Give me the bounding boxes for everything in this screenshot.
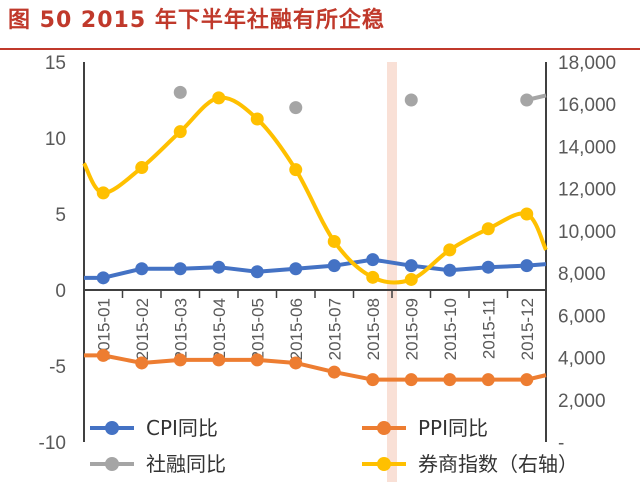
legend-item: 券商指数（右轴） (362, 452, 578, 476)
left-tick-label: 15 (45, 53, 66, 74)
right-tick-label: 8,000 (558, 264, 606, 285)
series-0-point (250, 265, 264, 279)
series-3-point (404, 272, 418, 286)
x-tick-label: 2015-09 (402, 298, 421, 360)
series-1-point (481, 373, 495, 387)
series-2-point (173, 85, 187, 99)
series-2-point (289, 101, 303, 115)
series-layer (82, 85, 548, 387)
series-0-point (289, 262, 303, 276)
right-tick-label: 14,000 (558, 137, 616, 158)
series-3-point (443, 243, 457, 257)
x-tick-label: 2015-05 (248, 298, 267, 360)
left-tick-label: -10 (39, 433, 66, 454)
x-tick-label: 2015-11 (479, 298, 498, 359)
series-0-line (84, 257, 547, 280)
series-0-point (135, 262, 149, 276)
series-1 (84, 348, 547, 387)
x-tick-label: 2015-02 (133, 298, 152, 360)
figure-title: 图 50 2015 年下半年社融有所企稳 (8, 8, 385, 33)
legend-swatch-marker (105, 421, 119, 435)
legend-item: 社融同比 (90, 452, 226, 476)
right-tick-labels: 18,000 16,000 14,000 12,000 10,000 8,000 6,000… (558, 53, 616, 454)
series-3 (82, 91, 548, 286)
x-tick-label: 2015-01 (94, 298, 113, 360)
legend-item: PPI同比 (362, 416, 488, 440)
highlight-band (387, 62, 397, 482)
legend-swatch-marker (377, 457, 391, 471)
right-tick-label: 16,000 (558, 95, 616, 116)
legend-swatch-marker (105, 457, 119, 471)
series-3-point (96, 186, 110, 200)
series-3-point (135, 161, 149, 175)
series-3-point (289, 163, 303, 177)
x-tick-label: 2015-07 (325, 298, 344, 360)
series-1-point (212, 353, 226, 367)
series-0-point (404, 259, 418, 273)
series-3-point (520, 207, 534, 221)
series-0-point (481, 260, 495, 274)
series-2 (173, 85, 547, 115)
series-1-point (327, 365, 341, 379)
series-0-point (212, 260, 226, 274)
series-0-point (96, 271, 110, 285)
x-tick-label: 2015-12 (518, 298, 537, 360)
right-tick-label: 18,000 (558, 53, 616, 74)
x-tick-marks (83, 290, 547, 298)
series-0-point (327, 259, 341, 273)
series-3-point (366, 270, 380, 284)
title-rule (0, 48, 640, 50)
x-tick-labels: 2015-01 2015-02 2015-03 2015-04 2015-05 2015-… (94, 298, 537, 360)
series-1-point (173, 353, 187, 367)
series-2-tail (526, 93, 547, 102)
x-tick-label: 2015-08 (364, 298, 383, 360)
series-3-point (173, 125, 187, 139)
series-1-point (404, 373, 418, 387)
series-1-point (250, 353, 264, 367)
series-1-point (443, 373, 457, 387)
legend-label: CPI同比 (146, 416, 218, 440)
left-tick-label: -5 (49, 357, 66, 378)
legend-label: PPI同比 (418, 416, 488, 440)
series-1-point (96, 348, 110, 362)
series-2-point (404, 93, 418, 107)
right-tick-label: 2,000 (558, 391, 606, 412)
series-0-point (443, 263, 457, 277)
x-tick-label: 2015-04 (210, 298, 229, 360)
legend-label: 社融同比 (146, 452, 226, 476)
x-tick-label: 2015-10 (441, 298, 460, 360)
legend-label: 券商指数（右轴） (418, 452, 578, 476)
series-1-line (84, 353, 547, 382)
series-3-point (481, 222, 495, 236)
series-1-point (289, 356, 303, 370)
right-tick-label: - (558, 433, 564, 454)
series-0 (84, 253, 547, 285)
series-0-point (366, 253, 380, 267)
series-1-point (520, 373, 534, 387)
left-tick-label: 10 (45, 129, 66, 150)
series-1-point (366, 373, 380, 387)
series-0-point (173, 262, 187, 276)
series-0-point (520, 259, 534, 273)
right-tick-label: 10,000 (558, 222, 616, 243)
legend-swatch-marker (377, 421, 391, 435)
series-1-point (135, 356, 149, 370)
left-tick-label: 5 (55, 205, 66, 226)
x-tick-label: 2015-03 (171, 298, 190, 360)
series-3-point (327, 234, 341, 248)
series-3-point (212, 91, 226, 105)
right-tick-label: 12,000 (558, 180, 616, 201)
left-tick-label: 0 (55, 281, 66, 302)
legend-item: CPI同比 (90, 416, 218, 440)
left-tick-labels: 15 10 5 0 -5 -10 (39, 53, 66, 454)
right-tick-label: 6,000 (558, 306, 606, 327)
series-3-point (250, 112, 264, 126)
series-3-line (82, 95, 548, 285)
x-tick-label: 2015-06 (287, 298, 306, 360)
right-tick-label: 4,000 (558, 349, 606, 370)
